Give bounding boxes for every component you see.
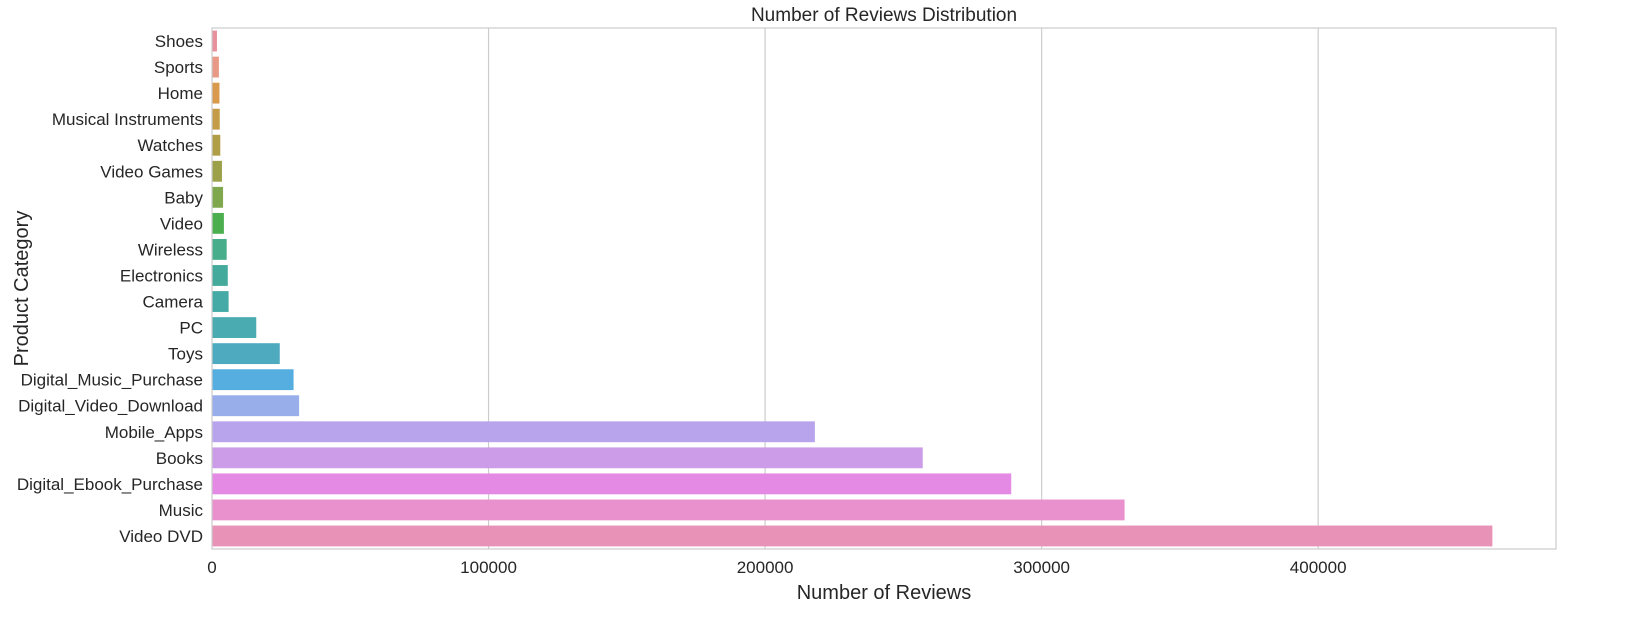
y-tick-label: Sports	[154, 58, 203, 77]
x-axis-title: Number of Reviews	[797, 582, 972, 604]
bar	[212, 160, 222, 182]
y-tick-label: Music	[159, 501, 204, 520]
x-tick-label: 400000	[1290, 558, 1347, 577]
y-tick-label: Books	[156, 449, 203, 468]
bar	[212, 212, 224, 234]
y-tick-label: Wireless	[138, 240, 203, 259]
bar	[212, 82, 220, 104]
bar	[212, 499, 1125, 521]
y-tick-label: Digital_Music_Purchase	[21, 371, 203, 390]
bar	[212, 395, 300, 417]
bar	[212, 186, 224, 208]
y-tick-label: Video	[160, 214, 203, 233]
y-tick-label: Watches	[137, 136, 203, 155]
bar	[212, 108, 220, 130]
bar	[212, 134, 221, 156]
y-tick-label: Digital_Video_Download	[18, 397, 203, 416]
y-tick-label: Electronics	[120, 266, 203, 285]
bar	[212, 421, 815, 443]
y-tick-labels: Shoes Sports Home Musical Instruments Watche…	[17, 32, 204, 546]
y-tick-label: Video DVD	[119, 527, 203, 546]
chart-title: Number of Reviews Distribution	[751, 5, 1017, 26]
bar	[212, 525, 1493, 547]
bar	[212, 30, 217, 52]
y-tick-label: Camera	[143, 293, 204, 312]
y-tick-label: Toys	[168, 345, 203, 364]
y-tick-label: Digital_Ebook_Purchase	[17, 475, 203, 494]
bar	[212, 317, 257, 338]
x-tick-label: 100000	[460, 558, 517, 577]
x-tick-labels: 0 100000 200000 300000 400000	[207, 558, 1346, 577]
y-tick-label: Musical Instruments	[52, 110, 203, 129]
bar	[212, 265, 228, 286]
bar	[212, 369, 294, 391]
bar	[212, 343, 280, 365]
y-tick-label: Baby	[164, 188, 203, 207]
y-tick-label: Home	[158, 84, 203, 103]
bar	[212, 291, 229, 312]
y-tick-label: Shoes	[155, 32, 203, 51]
bar	[212, 56, 219, 78]
bar	[212, 239, 227, 260]
y-tick-label: Mobile_Apps	[105, 423, 203, 442]
x-tick-label: 0	[207, 558, 216, 577]
y-tick-label: PC	[179, 319, 203, 338]
bars	[212, 30, 1493, 547]
gridlines	[487, 28, 1319, 549]
x-tick-label: 300000	[1013, 558, 1070, 577]
y-axis-title: Product Category	[11, 211, 33, 367]
x-tick-label: 200000	[737, 558, 794, 577]
y-tick-label: Video Games	[100, 162, 203, 181]
bar	[212, 473, 1012, 495]
plot-frame	[211, 27, 1557, 550]
bar	[212, 447, 923, 469]
